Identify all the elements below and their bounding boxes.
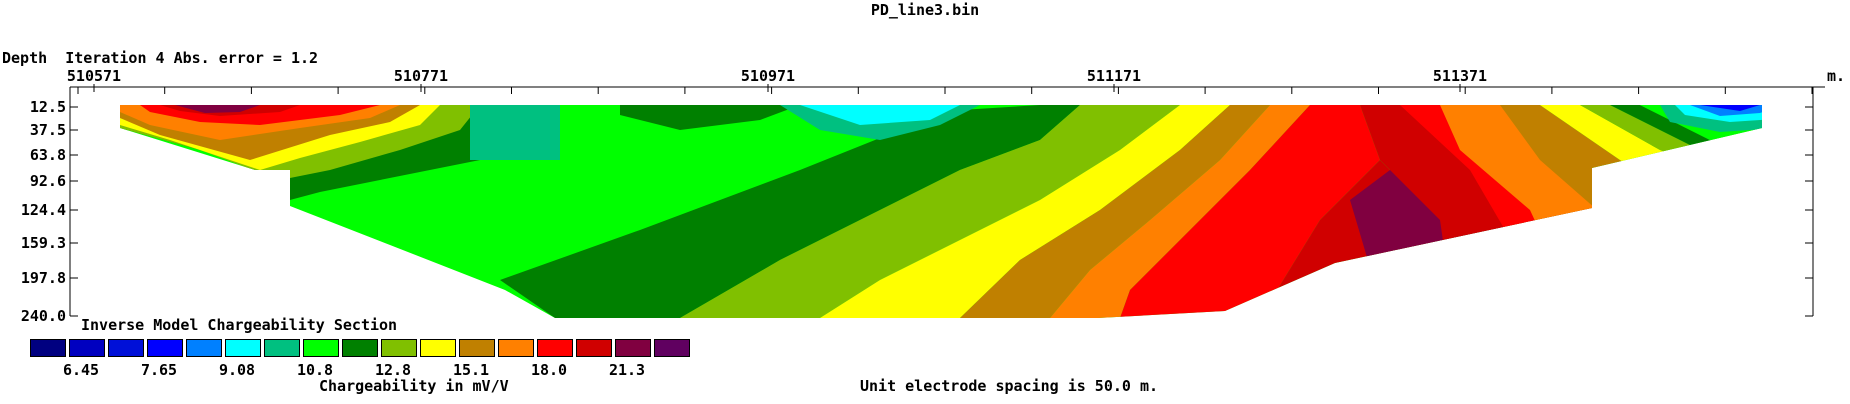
legend-color-box <box>30 339 66 357</box>
legend-color-box <box>69 339 105 357</box>
legend-value: 10.8 <box>296 361 334 379</box>
band-right-blue <box>1700 105 1760 111</box>
units-label: Chargeability in mV/V <box>319 377 509 395</box>
depth-word: Depth <box>2 49 48 67</box>
band-brown <box>960 105 1270 318</box>
x-tick-label: 511371 <box>1433 67 1487 85</box>
legend-value: 18.0 <box>530 361 568 379</box>
band-teal-patch <box>470 105 560 160</box>
legend-color-box <box>381 339 417 357</box>
legend-color-box <box>654 339 690 357</box>
depth-tick-label: 92.6 <box>30 172 66 190</box>
legend-color-box <box>420 339 456 357</box>
legend-value: 21.3 <box>608 361 646 379</box>
x-tick-label: 510771 <box>394 67 448 85</box>
depth-tick-label: 63.8 <box>30 146 66 164</box>
legend-color-box <box>342 339 378 357</box>
x-unit-label: m. <box>1827 67 1845 85</box>
band-red <box>1120 105 1380 318</box>
depth-tick-label: 240.0 <box>21 307 66 325</box>
band-top-cyan <box>800 105 960 125</box>
band-olive <box>680 105 1180 318</box>
legend-color-box <box>576 339 612 357</box>
legend-color-box <box>459 339 495 357</box>
band-top-darkgreen <box>620 105 800 130</box>
band-far-right-teal <box>1780 105 1850 170</box>
legend-value: 15.1 <box>452 361 490 379</box>
depth-tick-label: 12.5 <box>30 98 66 116</box>
legend-value: 6.45 <box>62 361 100 379</box>
legend-value: 9.08 <box>218 361 256 379</box>
legend-value: 12.8 <box>374 361 412 379</box>
depth-axis-label: Depth Iteration 4 Abs. error = 1.2 <box>2 51 318 66</box>
band-right-lightblue <box>1690 105 1762 116</box>
depth-tick-label: 159.3 <box>21 234 66 252</box>
band-center-darkgreen <box>500 105 1080 318</box>
chart-title: PD_line3.bin <box>870 1 980 19</box>
band-yellow <box>820 105 1230 318</box>
legend-color-box <box>615 339 651 357</box>
legend-color-box <box>498 339 534 357</box>
legend-title: Inverse Model Chargeability Section <box>81 316 398 334</box>
depth-tick-label: 37.5 <box>30 121 66 139</box>
x-tick-label: 510971 <box>741 67 795 85</box>
legend-color-box <box>264 339 300 357</box>
contour-bands <box>120 105 1850 318</box>
legend-value: 7.65 <box>140 361 178 379</box>
legend-color-box <box>225 339 261 357</box>
legend-color-box <box>147 339 183 357</box>
depth-tick-label: 197.8 <box>21 269 66 287</box>
band-left-maroon <box>175 105 260 113</box>
x-tick-labels: 510571 510771 510971 511171 511371 m. <box>67 67 1845 85</box>
band-orange <box>1050 105 1310 318</box>
spacing-note: Unit electrode spacing is 50.0 m. <box>860 377 1159 395</box>
x-tick-label: 511171 <box>1087 67 1141 85</box>
legend-color-box <box>537 339 573 357</box>
band-far-right-cyan <box>1820 105 1850 125</box>
depth-tick-label: 124.4 <box>21 201 66 219</box>
x-tick-label: 510571 <box>67 67 121 85</box>
legend-color-box <box>108 339 144 357</box>
iteration-label: Iteration 4 Abs. error = 1.2 <box>65 49 319 67</box>
axes <box>69 84 1825 317</box>
depth-tick-labels: 12.5 37.5 63.8 92.6 124.4 159.3 197.8 240.0 <box>21 98 66 325</box>
legend-color-box <box>303 339 339 357</box>
legend-color-box <box>186 339 222 357</box>
